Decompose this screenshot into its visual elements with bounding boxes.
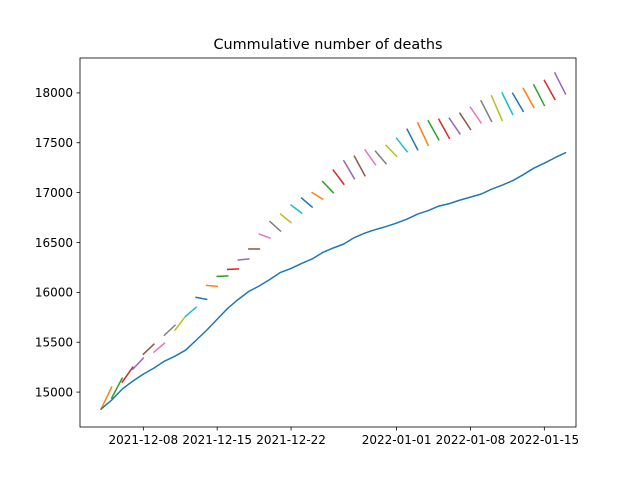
- segment-line-19: [290, 204, 303, 215]
- segment-line-7: [163, 324, 177, 337]
- segment-line-33: [437, 118, 451, 140]
- y-tick-label: 16500: [35, 236, 73, 250]
- segment-line-30: [406, 128, 419, 151]
- chart-title: Cummulative number of deaths: [214, 37, 443, 53]
- segment-line-16: [258, 233, 271, 239]
- segment-line-3: [121, 366, 134, 384]
- segment-line-31: [416, 121, 430, 147]
- segment-line-20: [300, 197, 314, 209]
- segment-line-41: [522, 87, 535, 109]
- segment-line-9: [184, 306, 198, 318]
- segment-line-22: [321, 180, 335, 194]
- segment-line-40: [511, 92, 525, 113]
- segment-line-38: [490, 94, 504, 122]
- segments-layer: [100, 71, 567, 411]
- segment-line-12: [216, 275, 229, 278]
- x-tick-label: 2021-12-15: [182, 433, 252, 447]
- segment-line-39: [501, 91, 514, 116]
- segment-line-5: [142, 343, 155, 356]
- segment-line-8: [173, 315, 187, 332]
- segment-line-35: [458, 112, 472, 131]
- series-line-1: [100, 151, 567, 411]
- y-tick-label: 17500: [35, 136, 73, 150]
- series-layer: [100, 151, 567, 411]
- x-tick-label: 2022-01-01: [362, 433, 432, 447]
- y-axis: 15000 15500 16000 16500 17000 17500 18000: [35, 86, 80, 399]
- y-tick-label: 17000: [35, 186, 73, 200]
- segment-line-21: [311, 191, 324, 201]
- segment-line-1: [100, 386, 113, 411]
- segment-line-4: [131, 357, 145, 371]
- segment-line-17: [268, 220, 282, 233]
- x-tick-label: 2021-12-08: [108, 433, 178, 447]
- segment-line-2: [110, 377, 124, 400]
- y-tick-label: 18000: [35, 86, 73, 100]
- segment-line-28: [384, 144, 398, 158]
- segment-line-25: [353, 155, 366, 177]
- y-tick-label: 15500: [35, 336, 73, 350]
- segment-line-23: [332, 169, 345, 186]
- segment-line-6: [152, 342, 166, 354]
- segment-line-13: [226, 268, 240, 271]
- segment-line-34: [448, 117, 461, 135]
- segment-line-14: [237, 258, 250, 261]
- segment-line-43: [543, 79, 556, 101]
- segment-line-26: [363, 148, 377, 166]
- segment-line-24: [342, 159, 356, 180]
- segment-line-44: [553, 71, 567, 95]
- x-tick-label: 2022-01-08: [436, 433, 506, 447]
- segment-line-29: [395, 137, 409, 153]
- x-tick-label: 2022-01-15: [509, 433, 579, 447]
- x-axis: 2021-12-08 2021-12-15 2021-12-22 2022-01-01…: [108, 427, 579, 447]
- y-tick-label: 16000: [35, 286, 73, 300]
- segment-line-10: [195, 296, 208, 301]
- segment-line-27: [374, 150, 388, 165]
- segment-line-42: [532, 83, 546, 107]
- segment-line-37: [480, 99, 493, 123]
- segment-line-32: [427, 119, 440, 141]
- segment-line-18: [279, 213, 293, 224]
- y-tick-label: 15000: [35, 385, 73, 399]
- segment-line-11: [205, 284, 219, 288]
- segment-line-36: [469, 106, 483, 124]
- x-tick-label: 2021-12-22: [256, 433, 326, 447]
